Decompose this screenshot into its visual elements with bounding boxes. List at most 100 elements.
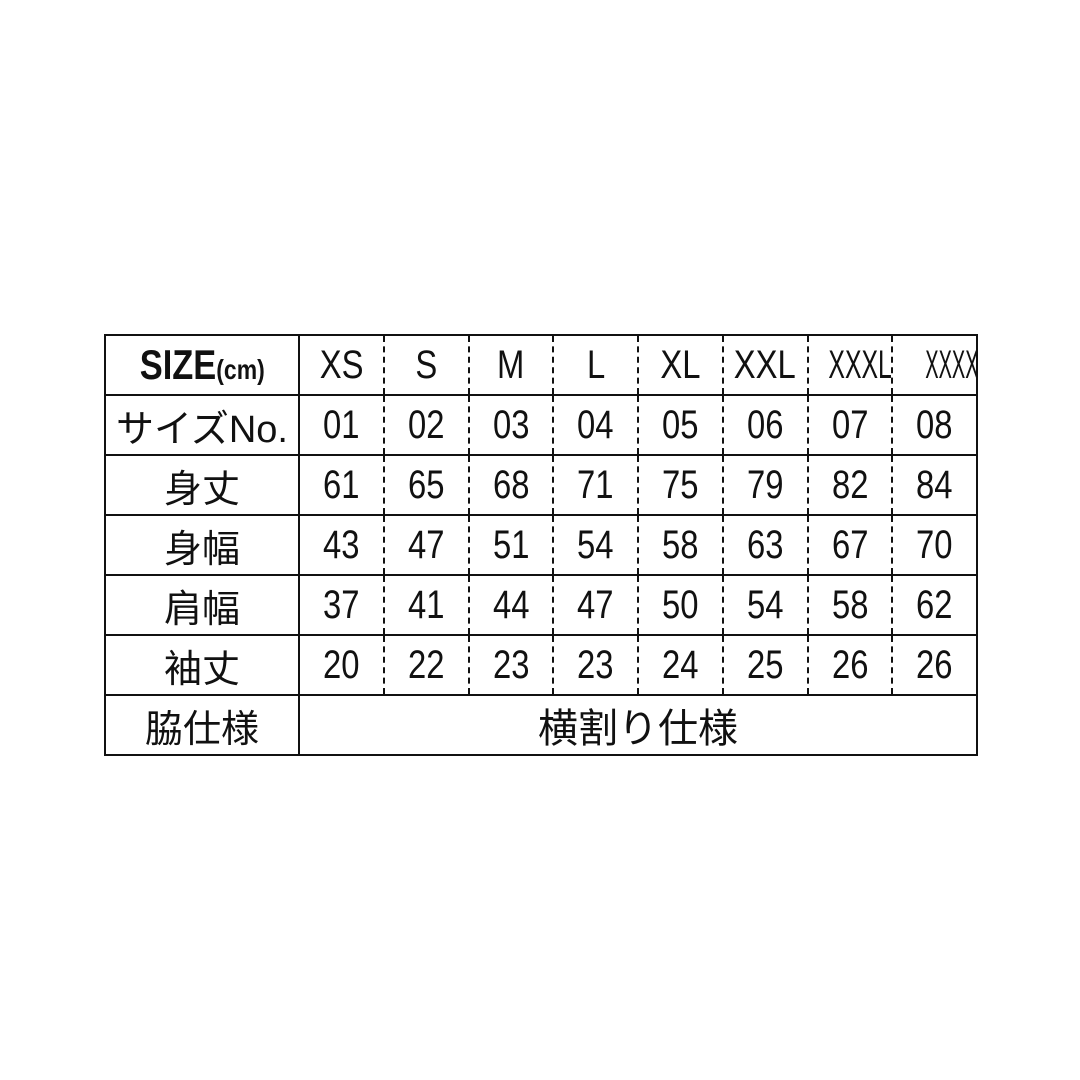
row-label-text: 肩幅: [163, 588, 240, 631]
value-text: 50: [662, 582, 699, 627]
value-text: 70: [916, 522, 953, 567]
value-text: 84: [916, 462, 953, 507]
value-text: 43: [323, 522, 360, 567]
table-row: サイズNo. 01 02 03 04 05 06 07 08: [105, 394, 977, 456]
row-label-text: 身丈: [163, 468, 240, 511]
value-text: 58: [662, 522, 699, 567]
value-cell: 44: [467, 574, 554, 636]
value-cell: 75: [637, 454, 723, 516]
value-cell: 26: [891, 634, 977, 696]
value-text: 54: [746, 582, 784, 627]
value-cell: 54: [552, 514, 638, 576]
value-cell: 47: [552, 574, 638, 636]
value-cell: 01: [298, 394, 384, 456]
value-cell: 58: [637, 514, 723, 576]
value-text: 71: [577, 462, 614, 507]
value-cell: 47: [382, 514, 469, 576]
value-text: 47: [577, 582, 614, 627]
value-cell: 79: [721, 454, 808, 516]
value-text: 41: [407, 582, 445, 627]
value-text: 47: [407, 522, 445, 567]
size-header-cell: XS: [298, 334, 384, 396]
value-text: 58: [831, 582, 869, 627]
value-cell: 62: [891, 574, 977, 636]
value-cell: 70: [891, 514, 977, 576]
value-cell: 51: [467, 514, 554, 576]
value-text: 63: [746, 522, 784, 567]
value-cell: 04: [552, 394, 638, 456]
value-cell: 54: [721, 574, 808, 636]
value-cell: 71: [552, 454, 638, 516]
size-label: L: [586, 342, 605, 387]
value-cell: 82: [806, 454, 893, 516]
value-text: 23: [492, 642, 530, 687]
size-header-cell: XXL: [721, 334, 808, 396]
value-text: 02: [407, 402, 445, 447]
value-text: 20: [323, 642, 360, 687]
value-text: 24: [662, 642, 699, 687]
row-label: サイズNo.: [105, 394, 300, 456]
value-text: 79: [746, 462, 784, 507]
value-cell: 25: [721, 634, 808, 696]
value-cell: 58: [806, 574, 893, 636]
row-label-text: 脇仕様: [144, 708, 259, 751]
size-title: SIZE: [139, 341, 217, 388]
row-label: 袖丈: [105, 634, 300, 696]
value-text: 01: [323, 402, 360, 447]
footer-row: 脇仕様 横割り仕様: [105, 694, 977, 756]
value-text: 44: [492, 582, 530, 627]
value-cell: 22: [382, 634, 469, 696]
row-label: 肩幅: [105, 574, 300, 636]
size-header-cell: XL: [637, 334, 723, 396]
value-cell: 23: [467, 634, 554, 696]
value-cell: 65: [382, 454, 469, 516]
value-cell: 20: [298, 634, 384, 696]
size-label: XXXL: [827, 342, 892, 387]
value-text: 23: [577, 642, 614, 687]
size-chart-table: SIZE(cm) XS S M L XL XXL XXXL XXXXL サイズNo. 01 02 0…: [104, 334, 978, 756]
value-cell: 23: [552, 634, 638, 696]
table-row: 肩幅 37 41 44 47 50 54 58 62: [105, 574, 977, 636]
row-label-text: 袖丈: [163, 648, 240, 691]
size-label: XXL: [734, 342, 797, 387]
table-row: 身丈 61 65 68 71 75 79 82 84: [105, 454, 977, 516]
value-text: 25: [746, 642, 784, 687]
value-cell: 63: [721, 514, 808, 576]
value-cell: 26: [806, 634, 893, 696]
value-text: 08: [916, 402, 953, 447]
row-label: 身丈: [105, 454, 300, 516]
value-cell: 50: [637, 574, 723, 636]
value-text: 67: [831, 522, 869, 567]
row-label: 脇仕様: [105, 694, 300, 756]
size-header-cell: M: [467, 334, 554, 396]
size-label: S: [415, 342, 438, 387]
value-text: 22: [407, 642, 445, 687]
size-header-cell: S: [382, 334, 469, 396]
row-label: 身幅: [105, 514, 300, 576]
value-text: 03: [492, 402, 530, 447]
value-text: 82: [831, 462, 869, 507]
value-text: 26: [831, 642, 869, 687]
value-cell: 37: [298, 574, 384, 636]
value-cell: 24: [637, 634, 723, 696]
value-text: 54: [577, 522, 614, 567]
table-row: 身幅 43 47 51 54 58 63 67 70: [105, 514, 977, 576]
side-spec-text: 横割り仕様: [538, 707, 738, 751]
size-label: XXXXL: [925, 342, 977, 387]
value-cell: 03: [467, 394, 554, 456]
value-text: 61: [323, 462, 360, 507]
value-text: 04: [577, 402, 614, 447]
size-title-cell: SIZE(cm): [105, 334, 300, 396]
row-label-text: 身幅: [163, 528, 240, 571]
value-text: 68: [492, 462, 530, 507]
size-header-cell: XXXL: [806, 334, 893, 396]
header-row: SIZE(cm) XS S M L XL XXL XXXL XXXXL: [105, 334, 977, 396]
value-cell: 43: [298, 514, 384, 576]
value-text: 05: [662, 402, 699, 447]
size-header-cell: L: [552, 334, 638, 396]
value-text: 26: [916, 642, 953, 687]
value-cell: 02: [382, 394, 469, 456]
row-label-text: サイズNo.: [116, 408, 288, 451]
table-row: 袖丈 20 22 23 23 24 25 26 26: [105, 634, 977, 696]
value-cell: 41: [382, 574, 469, 636]
